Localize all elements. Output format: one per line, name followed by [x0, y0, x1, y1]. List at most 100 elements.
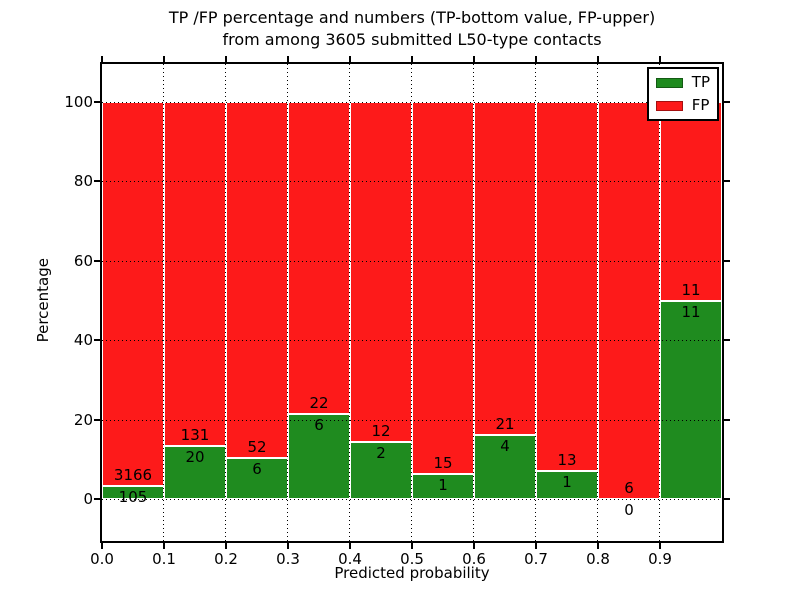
tp-count-label: 0	[624, 500, 634, 519]
x-tick-mark-bottom	[535, 543, 537, 549]
x-tick-mark-top	[349, 56, 351, 62]
x-tick-mark-top	[163, 56, 165, 62]
x-tick-mark-top	[101, 56, 103, 62]
bar-fp-segment	[164, 102, 226, 447]
y-tick-mark-left	[94, 497, 100, 500]
gridline-horizontal	[102, 419, 722, 421]
chart-title: TP /FP percentage and numbers (TP-bottom…	[100, 7, 724, 51]
bar-fp-segment	[412, 102, 474, 475]
x-tick-mark-top	[659, 56, 661, 62]
x-tick-label: 0.0	[90, 550, 114, 568]
y-tick-mark-right	[724, 339, 730, 342]
gridline-vertical	[287, 64, 288, 541]
y-tick-mark-right	[724, 101, 730, 104]
bar-fp-segment	[474, 102, 536, 436]
gridline-vertical	[163, 64, 164, 541]
bar-tp-segment	[164, 446, 226, 499]
x-tick-mark-bottom	[225, 543, 227, 549]
y-tick-mark-left	[94, 339, 100, 342]
fp-count-label: 15	[433, 454, 453, 473]
fp-count-label: 11	[681, 280, 701, 299]
fp-count-label: 21	[495, 415, 515, 434]
x-tick-mark-bottom	[287, 543, 289, 549]
bar-fp-segment	[598, 102, 660, 499]
bar-tp-segment	[412, 474, 474, 499]
gridline-vertical	[597, 64, 598, 541]
x-tick-mark-top	[287, 56, 289, 62]
legend-item-fp: FP	[655, 96, 710, 114]
legend: TP FP	[646, 67, 719, 121]
tp-count-label: 6	[252, 459, 262, 478]
tp-count-label: 4	[500, 437, 510, 456]
y-tick-mark-left	[94, 180, 100, 183]
x-tick-label: 0.2	[214, 550, 238, 568]
gridline-vertical	[535, 64, 536, 541]
x-tick-mark-bottom	[597, 543, 599, 549]
y-tick-mark-left	[94, 418, 100, 421]
gridline-horizontal	[102, 340, 722, 342]
tp-color-swatch-icon	[655, 77, 683, 88]
chart-title-line2: from among 3605 submitted L50-type conta…	[222, 30, 602, 49]
fp-count-label: 6	[624, 478, 634, 497]
x-tick-mark-top	[535, 56, 537, 62]
plot-area: TP FP 3166 105 131 20 52 6 22 6 12 2 15 1 21 4 13 1 6 0 11…	[64, 56, 730, 568]
y-tick-mark-right	[724, 180, 730, 183]
x-tick-label: 0.1	[152, 550, 176, 568]
bar-tp-segment	[660, 300, 722, 499]
x-tick-label: 0.9	[648, 550, 672, 568]
y-tick-label: 60	[73, 251, 93, 270]
y-tick-label: 100	[64, 93, 93, 112]
gridline-vertical	[225, 64, 226, 541]
bar-fp-segment	[350, 102, 412, 443]
y-tick-mark-right	[724, 418, 730, 421]
bar-tp-segment	[350, 442, 412, 499]
bar-tp-segment	[474, 435, 536, 499]
bar-fp-segment	[288, 102, 350, 414]
x-tick-label: 0.7	[524, 550, 548, 568]
x-tick-label: 0.8	[586, 550, 610, 568]
x-tick-mark-bottom	[101, 543, 103, 549]
bar-fp-segment	[536, 102, 598, 471]
gridline-vertical	[349, 64, 350, 541]
fp-count-label: 13	[557, 450, 577, 469]
x-tick-mark-bottom	[473, 543, 475, 549]
legend-label-fp: FP	[691, 96, 710, 114]
fp-count-label: 52	[247, 437, 267, 456]
x-tick-label: 0.5	[400, 550, 424, 568]
fp-count-label: 131	[180, 426, 210, 445]
x-tick-mark-top	[225, 56, 227, 62]
gridline-vertical	[411, 64, 412, 541]
bar-tp-segment	[226, 457, 288, 499]
x-tick-mark-top	[597, 56, 599, 62]
x-tick-label: 0.3	[276, 550, 300, 568]
gridline-horizontal	[102, 498, 722, 500]
y-tick-label: 40	[73, 331, 93, 350]
tp-count-label: 105	[118, 488, 148, 507]
y-axis-label: Percentage	[34, 258, 52, 343]
y-tick-mark-right	[724, 259, 730, 262]
x-axis-label: Predicted probability	[334, 564, 490, 582]
chart-title-line1: TP /FP percentage and numbers (TP-bottom…	[168, 8, 656, 27]
x-tick-mark-bottom	[349, 543, 351, 549]
x-tick-label: 0.6	[462, 550, 486, 568]
gridline-horizontal	[102, 260, 722, 262]
tp-count-label: 2	[376, 444, 386, 463]
legend-item-tp: TP	[655, 73, 710, 91]
gridline-horizontal	[102, 102, 722, 104]
gridline-vertical	[473, 64, 474, 541]
x-tick-mark-top	[411, 56, 413, 62]
tp-count-label: 20	[185, 448, 205, 467]
y-tick-label: 0	[83, 489, 93, 508]
bar-fp-segment	[102, 102, 164, 487]
y-tick-mark-left	[94, 101, 100, 104]
gridline-horizontal	[102, 181, 722, 183]
y-tick-label: 80	[73, 172, 93, 191]
x-tick-mark-top	[473, 56, 475, 62]
fp-color-swatch-icon	[655, 100, 683, 111]
x-tick-label: 0.4	[338, 550, 362, 568]
x-tick-mark-bottom	[411, 543, 413, 549]
legend-label-tp: TP	[691, 73, 710, 91]
bar-tp-segment	[288, 413, 350, 499]
bar-fp-segment	[226, 102, 288, 458]
